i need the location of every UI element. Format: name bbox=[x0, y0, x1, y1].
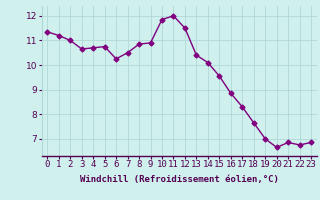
X-axis label: Windchill (Refroidissement éolien,°C): Windchill (Refroidissement éolien,°C) bbox=[80, 175, 279, 184]
